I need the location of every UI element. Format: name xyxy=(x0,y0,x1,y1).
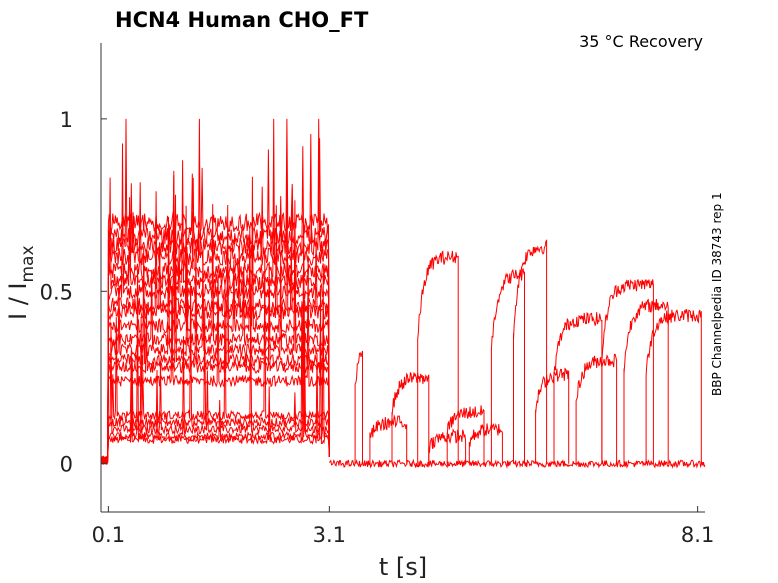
y-tick-label: 0 xyxy=(60,453,73,477)
pre-pulse-trace xyxy=(100,289,330,465)
recovery-trace xyxy=(601,278,654,464)
recovery-trace xyxy=(468,422,503,464)
x-ticks: 0.1 3.1 8.1 xyxy=(92,506,714,547)
pre-pulse-trace xyxy=(100,269,330,466)
recovery-trace xyxy=(446,405,485,464)
pre-pulse-trace xyxy=(100,118,330,464)
baseline-trace xyxy=(328,458,706,469)
pre-pulse-trace xyxy=(100,200,330,464)
recovery-trace xyxy=(513,239,548,464)
pre-pulse-trace xyxy=(100,170,330,466)
y-ticks: 00.51 xyxy=(40,108,107,477)
condition-label: 35 °C Recovery xyxy=(579,32,703,51)
pre-pulse-trace xyxy=(100,255,330,464)
pre-pulse-trace xyxy=(100,118,330,464)
pre-pulse-trace xyxy=(100,149,330,464)
recovery-trace xyxy=(535,367,570,464)
recovery-trace xyxy=(369,414,408,464)
chart-title: HCN4 Human CHO_FT xyxy=(115,8,369,32)
recovery-trace xyxy=(354,350,363,464)
x-tick-label: 8.1 xyxy=(681,523,714,547)
y-axis-label-sub: max xyxy=(18,245,38,282)
y-tick-label: 0.5 xyxy=(40,280,73,304)
recovery-trace xyxy=(417,250,459,464)
pre-pulse-trace xyxy=(100,239,330,463)
y-axis-label-main: I / I xyxy=(4,283,32,321)
recovery-trace xyxy=(553,312,603,464)
recovery-trace xyxy=(490,268,525,464)
pre-pulse-trace xyxy=(100,118,330,465)
pre-pulse-trace xyxy=(100,143,330,465)
pre-pulse-trace xyxy=(100,306,330,464)
recovery-trace xyxy=(575,353,618,464)
current-traces xyxy=(100,118,706,469)
side-label: BBP Channelpedia ID 38743 rep 1 xyxy=(710,192,724,396)
pre-pulse-trace xyxy=(100,191,330,464)
pre-pulse-trace xyxy=(100,259,330,465)
recovery-trace xyxy=(623,298,669,464)
pre-pulse-trace xyxy=(100,176,330,464)
plot-area xyxy=(100,118,706,469)
x-tick-label: 3.1 xyxy=(313,523,346,547)
pre-pulse-trace xyxy=(100,194,330,466)
recovery-trace xyxy=(645,308,702,464)
x-tick-label: 0.1 xyxy=(92,523,125,547)
y-tick-label: 1 xyxy=(60,108,73,132)
y-axis-label: I / Imax xyxy=(4,245,38,320)
svg-text:I / Imax: I / Imax xyxy=(4,245,38,320)
pre-pulse-trace xyxy=(100,289,330,464)
x-axis-label: t [s] xyxy=(379,553,427,581)
recovery-trace xyxy=(391,372,430,464)
pre-pulse-trace xyxy=(100,160,330,464)
